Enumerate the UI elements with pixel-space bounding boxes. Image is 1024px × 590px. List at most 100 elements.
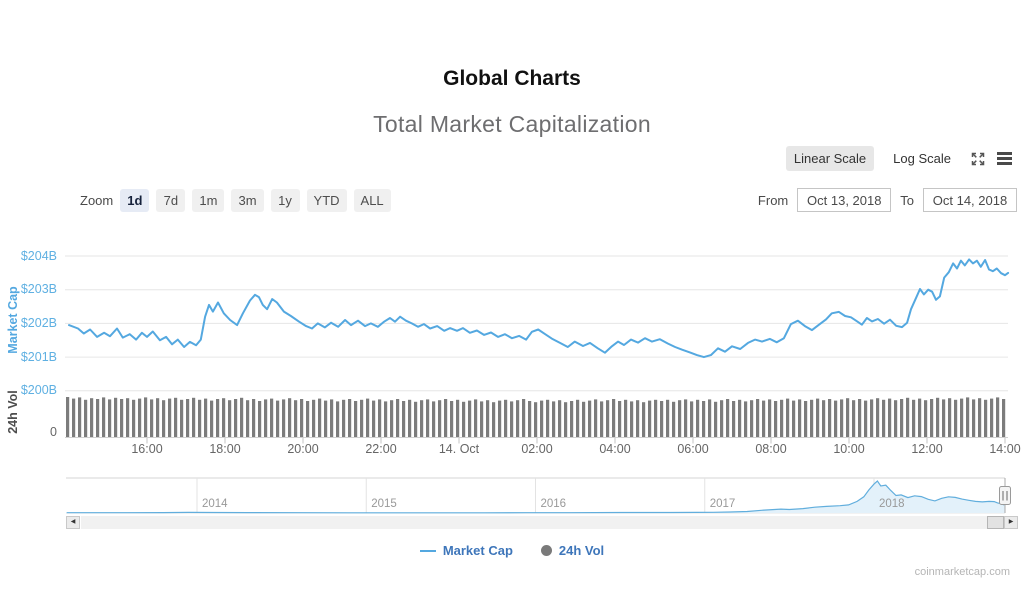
volume-bar [186, 399, 190, 437]
legend: Market Cap 24h Vol [0, 543, 1024, 558]
volume-bar [582, 401, 586, 437]
x-axis-label: 06:00 [677, 442, 709, 456]
volume-bar [330, 399, 334, 437]
volume-bar [102, 397, 106, 437]
y-axis-title-24h-vol: 24h Vol [6, 390, 20, 434]
y-axis-label: $201B [20, 349, 57, 364]
volume-bar [588, 400, 592, 437]
volume-bar [684, 399, 688, 437]
volume-bar [996, 397, 1000, 437]
scrollbar-left-arrow[interactable]: ◀ [66, 516, 80, 529]
volume-bar [300, 399, 304, 437]
volume-bar [744, 401, 748, 437]
zoom-button-3m[interactable]: 3m [231, 189, 264, 212]
legend-item-24h-vol[interactable]: 24h Vol [540, 543, 605, 558]
scrollbar-thumb[interactable] [987, 516, 1004, 529]
navigator-handle[interactable] [999, 486, 1011, 505]
volume-bar [318, 398, 322, 437]
volume-bar [888, 398, 892, 437]
volume-bar [228, 400, 232, 437]
zoom-button-1y[interactable]: 1y [270, 189, 300, 212]
volume-bar [108, 399, 112, 437]
volume-bar [846, 398, 850, 437]
volume-bar [324, 400, 328, 437]
volume-bar [990, 398, 994, 437]
volume-bar [72, 398, 76, 437]
to-date-input[interactable] [923, 188, 1017, 212]
context-menu-icon[interactable] [997, 152, 1012, 165]
volume-bar [948, 398, 952, 437]
volume-bar [288, 398, 292, 437]
volume-bar [630, 401, 634, 437]
volume-bar [600, 401, 604, 437]
volume-bar [720, 400, 724, 437]
volume-bar [96, 399, 100, 437]
volume-bar [420, 400, 424, 437]
volume-bar [576, 399, 580, 437]
volume-bar [798, 399, 802, 437]
volume-bar [354, 401, 358, 437]
scrollbar-right-arrow[interactable]: ▶ [1004, 516, 1018, 529]
volume-bar [726, 399, 730, 437]
fullscreen-icon[interactable] [970, 151, 986, 167]
scrollbar-track[interactable] [81, 516, 1004, 529]
volume-bar [984, 399, 988, 437]
y-axis-label: $204B [20, 248, 57, 263]
volume-bar [210, 400, 214, 437]
volume-bar [732, 401, 736, 437]
from-date-input[interactable] [797, 188, 892, 212]
volume-bar [246, 400, 250, 437]
volume-bar [648, 400, 652, 437]
volume-bar [402, 401, 406, 437]
volume-bar [438, 400, 442, 437]
y-axis-label: $203B [20, 282, 57, 297]
volume-bar [132, 399, 136, 437]
volume-bar [150, 399, 154, 437]
navigator-year-label: 2014 [202, 498, 228, 510]
volume-bar [342, 399, 346, 437]
date-range-inputs: From To [758, 188, 1017, 212]
volume-bar [738, 399, 742, 437]
linear-scale-button[interactable]: Linear Scale [785, 146, 875, 171]
legend-item-market-cap[interactable]: Market Cap [419, 543, 513, 558]
volume-bar [540, 400, 544, 437]
zoom-button-ytd[interactable]: YTD [306, 189, 347, 212]
volume-bar [126, 398, 130, 437]
volume-bar [768, 399, 772, 437]
volume-bar [972, 399, 976, 437]
volume-bar [870, 399, 874, 437]
zoom-range-selector: Zoom 1d 7d 1m 3m 1y YTD ALL [80, 189, 391, 212]
volume-bar [534, 402, 538, 437]
volume-bar [372, 400, 376, 437]
legend-label-24h-vol: 24h Vol [558, 543, 605, 558]
volume-bar [162, 400, 166, 437]
volume-bar [834, 400, 838, 437]
y-axis-label: $202B [20, 315, 57, 330]
volume-bar [852, 400, 856, 437]
volume-bar [894, 400, 898, 437]
zoom-button-1d[interactable]: 1d [120, 189, 150, 212]
volume-bar [654, 399, 658, 437]
volume-bar [306, 401, 310, 437]
volume-bar [522, 399, 526, 437]
navigator-year-label: 2017 [709, 498, 736, 510]
log-scale-button[interactable]: Log Scale [893, 151, 951, 166]
x-axis-label: 04:00 [599, 442, 631, 456]
zoom-button-all[interactable]: ALL [353, 189, 391, 212]
volume-bar [114, 397, 118, 437]
volume-bar [918, 398, 922, 437]
volume-bar [216, 399, 220, 437]
volume-bar [570, 401, 574, 437]
x-axis-label: 02:00 [521, 442, 553, 456]
x-axis-label: 12:00 [911, 442, 943, 456]
volume-bar [138, 398, 142, 437]
volume-bar [156, 398, 160, 437]
volume-bar [174, 397, 178, 437]
volume-bar [714, 401, 718, 437]
volume-bar [294, 400, 298, 437]
navigator-year-label: 2015 [371, 498, 397, 510]
zoom-button-1m[interactable]: 1m [192, 189, 225, 212]
zoom-button-7d[interactable]: 7d [156, 189, 186, 212]
volume-bar [486, 400, 490, 437]
